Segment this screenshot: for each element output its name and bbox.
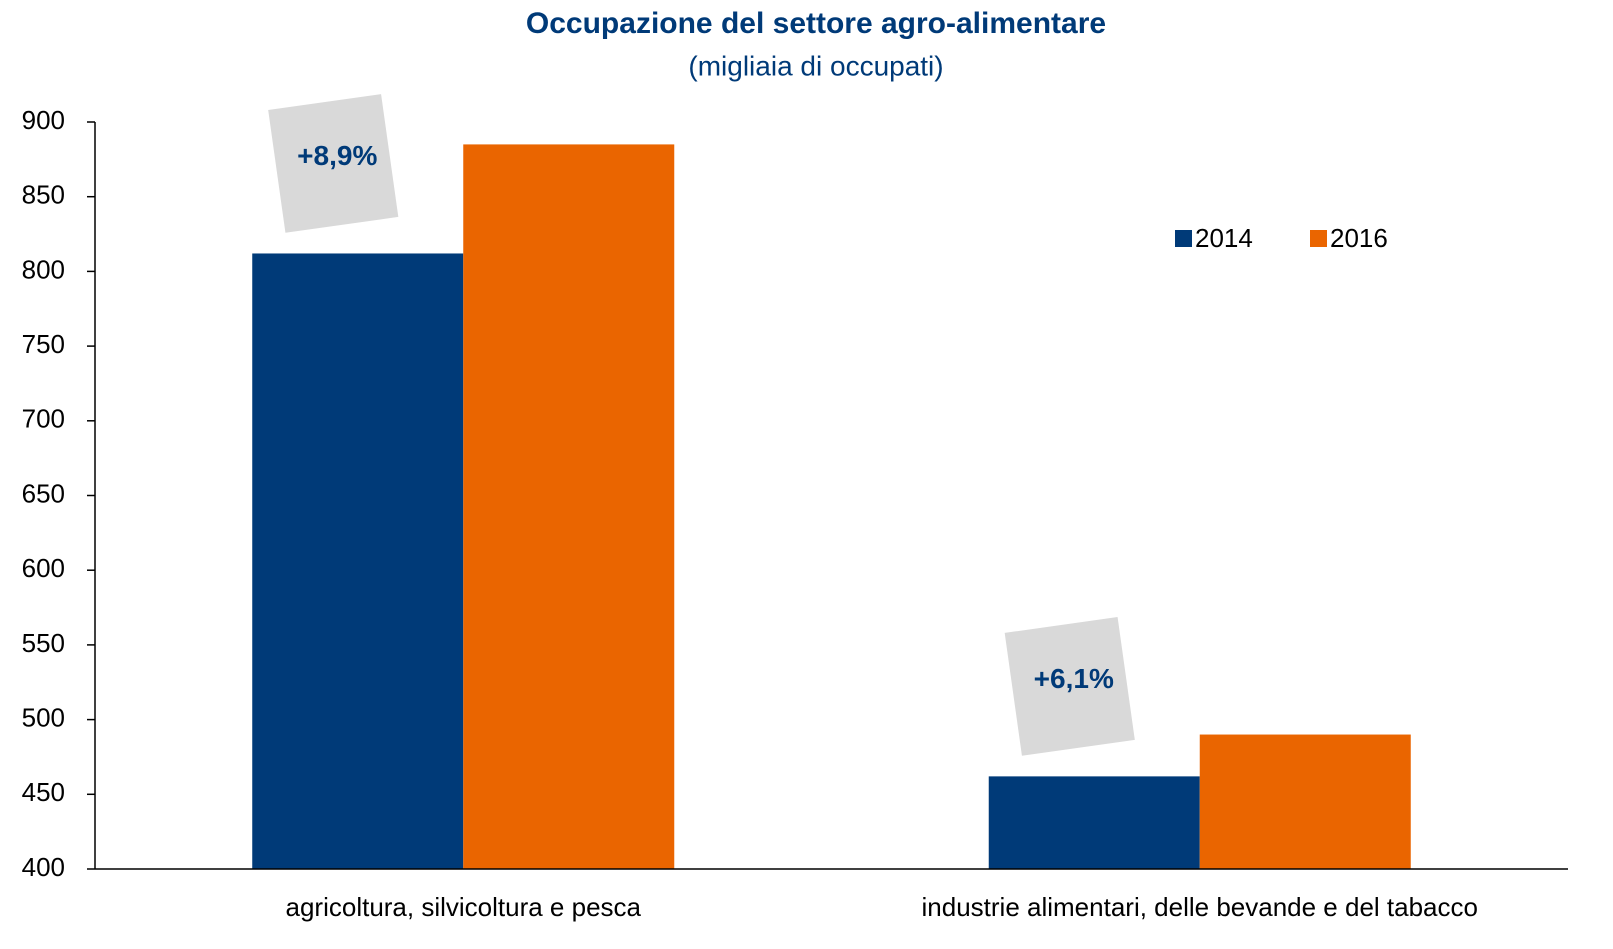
bar bbox=[463, 144, 675, 869]
legend-label: 2014 bbox=[1195, 223, 1253, 253]
y-tick-label: 500 bbox=[22, 702, 65, 732]
x-tick-label: industrie alimentari, delle bevande e de… bbox=[922, 892, 1478, 922]
bar bbox=[252, 253, 464, 870]
y-tick-label: 400 bbox=[22, 852, 65, 882]
y-tick-label: 900 bbox=[22, 105, 65, 135]
chart-subtitle: (migliaia di occupati) bbox=[688, 50, 943, 81]
x-tick-label: agricoltura, silvicoltura e pesca bbox=[286, 892, 642, 922]
y-tick-label: 850 bbox=[22, 180, 65, 210]
y-tick-label: 450 bbox=[22, 777, 65, 807]
y-tick-label: 750 bbox=[22, 329, 65, 359]
legend-swatch bbox=[1175, 230, 1192, 247]
bar bbox=[988, 776, 1200, 869]
y-tick-label: 650 bbox=[22, 478, 65, 508]
annotation-box bbox=[268, 94, 399, 233]
y-tick-label: 550 bbox=[22, 628, 65, 658]
annotation-box bbox=[1004, 617, 1135, 756]
legend-label: 2016 bbox=[1330, 223, 1388, 253]
y-tick-label: 800 bbox=[22, 254, 65, 284]
bar bbox=[1199, 734, 1411, 869]
annotation: +8,9% bbox=[268, 94, 399, 233]
legend-swatch bbox=[1310, 230, 1327, 247]
y-tick-label: 600 bbox=[22, 553, 65, 583]
chart-title: Occupazione del settore agro-alimentare bbox=[526, 7, 1106, 40]
y-tick-label: 700 bbox=[22, 404, 65, 434]
annotation: +6,1% bbox=[1004, 617, 1135, 756]
annotation-label: +8,9% bbox=[297, 140, 377, 171]
annotation-label: +6,1% bbox=[1034, 663, 1114, 694]
